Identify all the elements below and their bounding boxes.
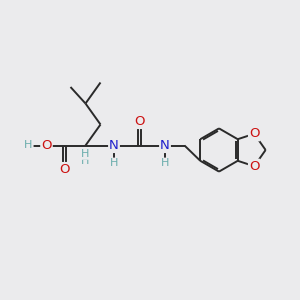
Text: O: O	[249, 160, 260, 173]
Text: H: H	[24, 140, 33, 151]
Text: O: O	[249, 127, 260, 140]
Text: H: H	[81, 155, 90, 166]
Text: H: H	[161, 158, 169, 169]
Text: N: N	[160, 139, 170, 152]
Text: H: H	[110, 158, 118, 169]
Text: H: H	[81, 149, 90, 159]
Text: O: O	[134, 115, 145, 128]
Text: O: O	[59, 163, 70, 176]
Text: O: O	[41, 139, 52, 152]
Text: N: N	[109, 139, 119, 152]
